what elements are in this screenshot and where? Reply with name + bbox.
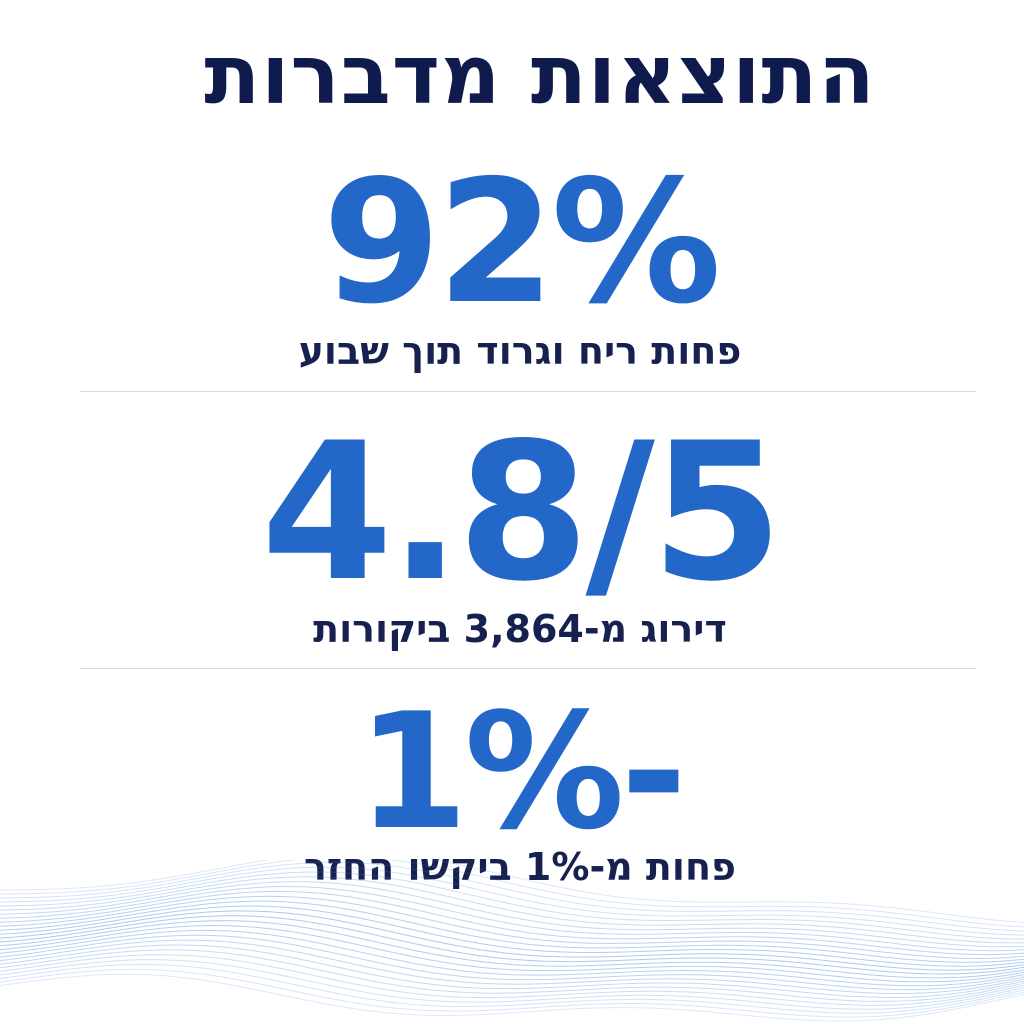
stat-caption-block: פחות מ-1% ביקשו החזר bbox=[0, 848, 1024, 886]
wave-line bbox=[0, 929, 1024, 987]
wave-line bbox=[0, 968, 1024, 1018]
wave-line bbox=[0, 954, 1024, 1006]
wave-line bbox=[0, 871, 1024, 940]
stat-value-rating: 4.8/5 bbox=[260, 402, 783, 623]
wave-line bbox=[0, 924, 1024, 983]
wave-line bbox=[0, 900, 1024, 963]
wave-line bbox=[0, 944, 1024, 999]
wave-line bbox=[0, 861, 1024, 932]
wave-line bbox=[0, 866, 1024, 936]
stat-caption-reduction: פחות ריח וגרוד תוך שבוע bbox=[298, 329, 742, 373]
divider bbox=[80, 391, 976, 392]
wave-line bbox=[0, 949, 1024, 1002]
page-title: התוצאות מדברות bbox=[204, 28, 876, 123]
wave-line bbox=[0, 973, 1024, 1022]
stat-block-rating: 4.8/5 bbox=[0, 418, 1024, 608]
wave-line bbox=[0, 915, 1024, 975]
wave-line bbox=[0, 920, 1024, 979]
wave-line bbox=[0, 860, 1024, 923]
stat-value-refunds: 1%- bbox=[356, 678, 687, 865]
wave-line bbox=[0, 890, 1024, 956]
wave-line bbox=[0, 881, 1024, 948]
wave-line bbox=[0, 959, 1024, 1010]
wave-line bbox=[0, 860, 1024, 928]
stat-value-percent: 92% bbox=[322, 144, 722, 342]
stat-block-refunds: 1%- bbox=[0, 692, 1024, 852]
wave-line bbox=[0, 939, 1024, 995]
stat-caption-block: פחות ריח וגרוד תוך שבוע bbox=[0, 332, 1024, 370]
wave-line bbox=[0, 910, 1024, 971]
wave-line bbox=[0, 934, 1024, 991]
stat-caption-rating: דירוג מ-3,864 ביקורות bbox=[313, 607, 727, 651]
stat-caption-block: דירוג מ-3,864 ביקורות bbox=[0, 610, 1024, 648]
wave-line bbox=[0, 963, 1024, 1014]
wave-line bbox=[0, 876, 1024, 944]
decorative-waves bbox=[0, 860, 1024, 1022]
wave-line bbox=[0, 895, 1024, 960]
divider bbox=[80, 668, 976, 669]
wave-line bbox=[0, 885, 1024, 952]
wave-line bbox=[0, 905, 1024, 967]
stat-block-reduction: 92% bbox=[0, 158, 1024, 328]
stat-caption-refunds: פחות מ-1% ביקשו החזר bbox=[303, 845, 737, 889]
